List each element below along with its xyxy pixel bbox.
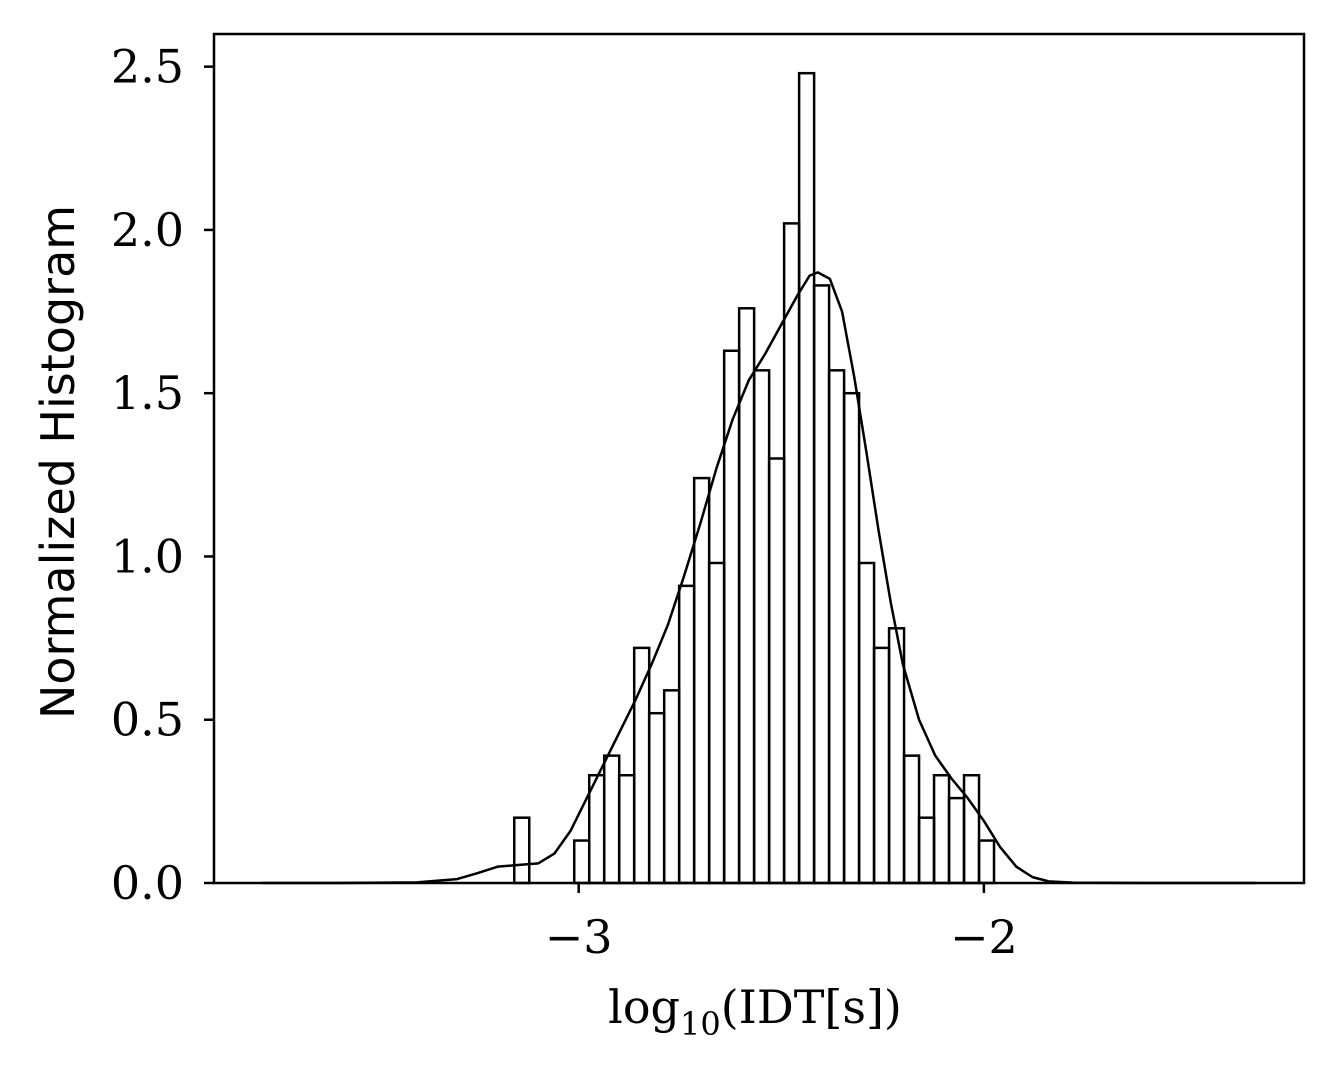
kde-curve [262,271,1256,885]
y-axis-title: Normalized Histogram [31,205,85,719]
x-axis-title: log10(IDT[s]) [608,980,902,1043]
x-axis-title-main: log [608,980,680,1034]
histogram-bar [827,369,846,885]
histogram-bar [932,773,951,885]
y-tick-label: 1.0 [111,529,184,583]
histogram-bar [632,646,651,885]
y-tick-label: 0.5 [111,693,184,747]
histogram-bar [572,839,591,885]
y-tick-label: 2.0 [111,203,184,257]
histogram-bar [902,754,921,885]
histogram-bar [647,711,666,885]
histogram-bar [737,307,756,885]
histogram-bar [812,284,831,885]
y-tick-label: 2.5 [111,40,184,94]
x-axis-title-subscript: 10 [680,1005,721,1043]
histogram-bar [872,646,891,885]
histogram-bar [887,627,906,885]
histogram-bar [857,561,876,885]
histogram-bar [977,839,996,885]
histogram-bar [662,689,681,885]
histogram-bar [782,222,801,885]
axes-frame [212,32,1306,885]
histogram-bar [677,584,696,885]
histogram-bar [947,796,966,885]
y-tick-label: 0.0 [111,856,184,910]
histogram-bar [917,816,936,885]
axis-ticks: −3 −2 0.0 0.5 1.0 1.5 2.0 2.5 [111,40,1018,964]
plot-area [262,71,1256,885]
x-axis-title-rest: (IDT[s]) [721,980,902,1034]
histogram-bar [617,773,636,885]
histogram-bar [707,561,726,885]
y-tick-label: 1.5 [111,366,184,420]
histogram-bar [797,71,816,885]
histogram-bar [962,773,981,885]
histogram-bar [752,369,771,885]
histogram-bar [602,754,621,885]
x-tick-label: −3 [545,910,613,964]
histogram-bar [767,457,786,885]
histogram-bar [722,349,741,885]
histogram-bar [513,816,531,885]
x-tick-label: −2 [950,910,1018,964]
histogram-bar [842,391,861,885]
